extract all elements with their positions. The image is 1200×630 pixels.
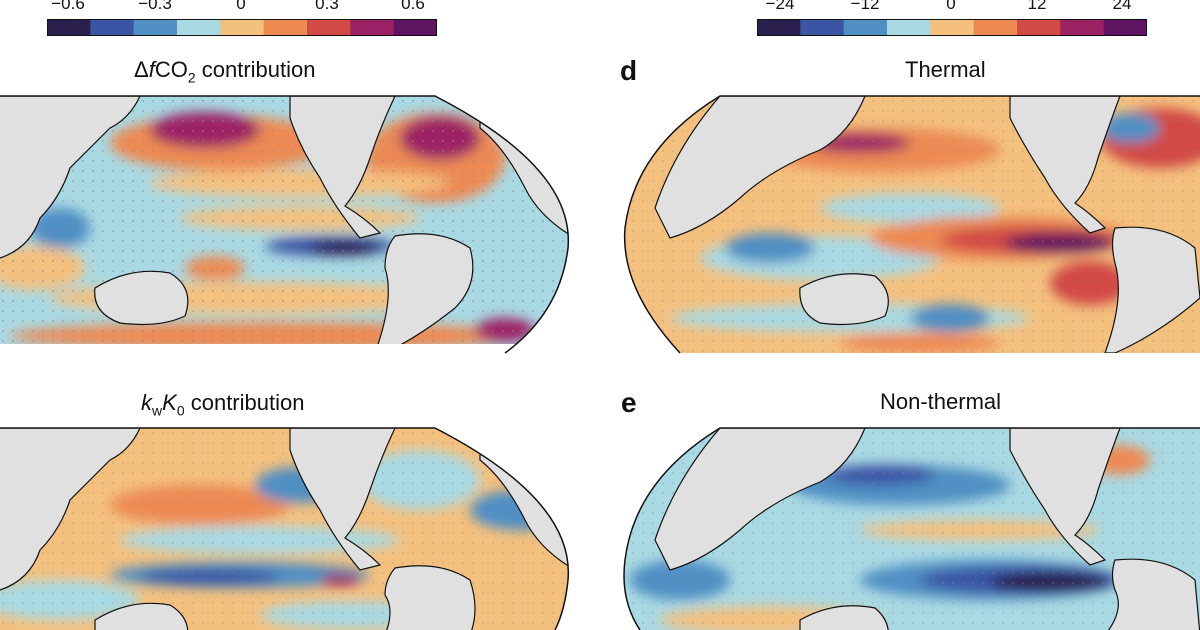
land-south-america xyxy=(374,233,474,353)
title-sub-w: w xyxy=(152,402,163,419)
colorbar-segment xyxy=(133,19,178,36)
panel-f-title: kwK0 contribution xyxy=(141,390,304,418)
title-delta: Δ xyxy=(134,57,149,82)
colorbar-segment xyxy=(1017,19,1061,36)
land-south-america xyxy=(1103,558,1200,630)
panel-letter-e: e xyxy=(621,387,637,418)
title-sub-2: 2 xyxy=(187,69,196,86)
colorbar-border xyxy=(757,19,1147,36)
land-asia xyxy=(654,96,866,239)
colorbar-right-tick: −12 xyxy=(850,0,880,13)
map-non-thermal xyxy=(623,427,1200,630)
land-australia xyxy=(94,602,189,630)
land-asia xyxy=(654,428,866,571)
land-asia xyxy=(0,96,141,259)
land-north-america xyxy=(289,428,396,571)
colorbar-right-scale xyxy=(757,19,1147,36)
colorbar-left-tick: 0.6 xyxy=(401,0,425,13)
map-delta-fco2 xyxy=(0,95,570,354)
colorbar-segment xyxy=(843,19,888,36)
colorbar-segment xyxy=(263,19,308,36)
colorbar-segment xyxy=(47,19,91,36)
colorbar-left-tick: −0.3 xyxy=(138,0,172,13)
title-suffix: contribution xyxy=(195,57,316,82)
colorbar-left-tick: 0 xyxy=(236,0,246,13)
colorbar-segment xyxy=(800,19,845,36)
title-var-f: f xyxy=(148,57,155,82)
panel-e-title: Non-thermal xyxy=(880,389,1002,414)
colorbar-segment xyxy=(177,19,221,36)
antarctica-gap xyxy=(0,344,569,353)
map-kwk0 xyxy=(0,427,570,630)
title-var-k: k xyxy=(141,390,152,415)
title-var-K: K xyxy=(162,390,177,415)
colorbar-left-tick: 0.3 xyxy=(315,0,339,13)
colorbar-left-tick: −0.6 xyxy=(51,0,85,13)
panel-letter-d: d xyxy=(620,55,638,86)
colorbar-segment xyxy=(1103,19,1147,36)
colorbar-border xyxy=(47,19,437,36)
map-thermal xyxy=(623,95,1200,354)
panel-d-title: Thermal xyxy=(905,57,986,82)
colorbar-segment xyxy=(90,19,135,36)
land-australia xyxy=(94,270,189,326)
colorbar-right-tick: −24 xyxy=(765,0,795,13)
land-north-america xyxy=(1009,428,1121,566)
title-suffix: contribution xyxy=(184,390,305,415)
land-australia xyxy=(799,605,889,630)
panel-c-title: ΔfCO2 contribution xyxy=(134,57,315,85)
land-australia xyxy=(799,273,889,326)
land-north-america xyxy=(289,96,396,239)
colorbar-segment xyxy=(887,19,931,36)
title-sub-0: 0 xyxy=(176,402,185,419)
colorbar-segment xyxy=(220,19,265,36)
colorbar-right-tick: 0 xyxy=(946,0,956,13)
land-north-america xyxy=(1009,96,1121,234)
colorbar-right-tick: 12 xyxy=(1027,0,1047,13)
colorbar-segment xyxy=(757,19,801,36)
colorbar-segment xyxy=(393,19,437,36)
land-south-america xyxy=(384,565,476,630)
colorbar-left-scale xyxy=(47,19,437,36)
colorbar-segment xyxy=(973,19,1018,36)
colorbar-segment xyxy=(307,19,351,36)
colorbar-right-tick: 24 xyxy=(1112,0,1132,13)
land-south-america xyxy=(1104,226,1200,353)
land-asia xyxy=(0,428,141,591)
colorbar-segment xyxy=(930,19,975,36)
colorbar-segment xyxy=(350,19,395,36)
colorbar-segment xyxy=(1060,19,1105,36)
title-co: CO xyxy=(154,57,188,82)
